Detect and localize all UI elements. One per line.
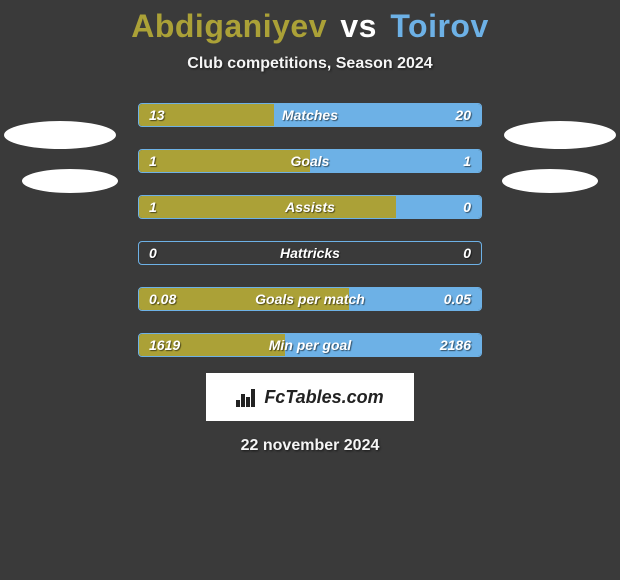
vs-label: vs	[340, 8, 377, 44]
subtitle: Club competitions, Season 2024	[0, 55, 620, 73]
stat-bars: 1320Matches11Goals10Assists00Hattricks0.…	[138, 103, 482, 357]
branding-text: FcTables.com	[264, 387, 383, 408]
stat-value-left: 1619	[139, 334, 190, 356]
branding-badge: FcTables.com	[206, 373, 414, 421]
stat-value-left: 13	[139, 104, 175, 126]
stats-arena: 1320Matches11Goals10Assists00Hattricks0.…	[0, 103, 620, 357]
stat-value-right: 0.05	[434, 288, 481, 310]
stat-value-left: 0	[139, 242, 167, 264]
player1-name: Abdiganiyev	[131, 8, 327, 44]
comparison-title: Abdiganiyev vs Toirov	[0, 0, 620, 45]
stat-row: 1320Matches	[138, 103, 482, 127]
stat-label: Hattricks	[139, 242, 481, 264]
stat-row: 16192186Min per goal	[138, 333, 482, 357]
stat-value-right: 20	[445, 104, 481, 126]
stat-value-right: 2186	[430, 334, 481, 356]
player2-avatar-shadow	[502, 169, 598, 193]
player1-avatar-shadow	[22, 169, 118, 193]
stat-value-right: 1	[453, 150, 481, 172]
stat-value-left: 1	[139, 196, 167, 218]
footer-date: 22 november 2024	[0, 437, 620, 455]
branding-bars-icon	[236, 387, 258, 407]
stat-value-right: 0	[453, 242, 481, 264]
player2-avatar-placeholder	[504, 121, 616, 149]
player2-name: Toirov	[390, 8, 488, 44]
player1-avatar-placeholder	[4, 121, 116, 149]
stat-row: 10Assists	[138, 195, 482, 219]
stat-row: 11Goals	[138, 149, 482, 173]
stat-row: 0.080.05Goals per match	[138, 287, 482, 311]
stat-value-left: 1	[139, 150, 167, 172]
stat-value-left: 0.08	[139, 288, 186, 310]
stat-fill-left	[139, 196, 396, 218]
stat-row: 0 0Hattricks	[138, 241, 482, 265]
stat-value-right: 0	[453, 196, 481, 218]
